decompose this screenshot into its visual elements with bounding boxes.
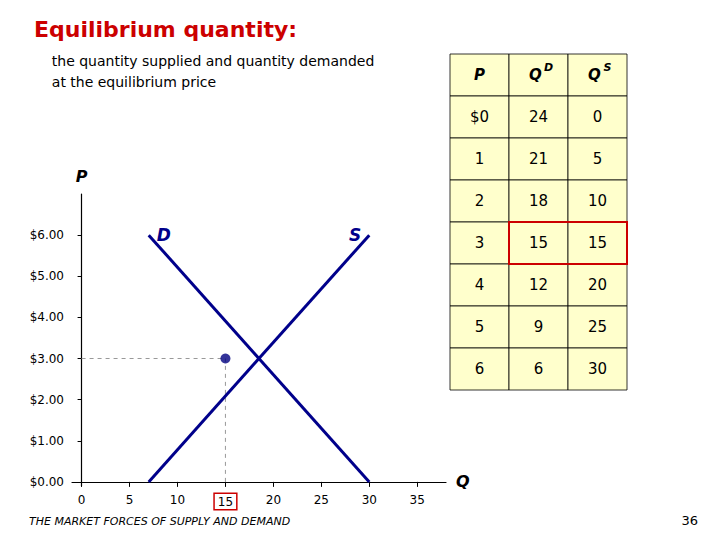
svg-text:6: 6 [534,360,544,378]
svg-text:25: 25 [314,493,329,507]
svg-text:Q: Q [456,472,470,491]
svg-text:$4.00: $4.00 [30,310,64,324]
svg-text:35: 35 [410,493,425,507]
svg-text:$0: $0 [470,108,489,126]
svg-text:25: 25 [588,318,607,336]
svg-text:10: 10 [588,192,607,210]
svg-text:24: 24 [529,108,548,126]
svg-text:at the equilibrium price: at the equilibrium price [34,74,216,90]
svg-text:D: D [157,225,171,245]
svg-text:3: 3 [475,234,485,252]
svg-text:9: 9 [534,318,544,336]
svg-text:2: 2 [475,192,485,210]
svg-text:D: D [544,61,553,74]
svg-text:$1.00: $1.00 [30,434,64,448]
svg-text:S: S [604,61,612,74]
svg-text:P: P [474,66,485,84]
svg-text:S: S [349,225,361,245]
svg-text:P: P [76,167,88,186]
svg-text:20: 20 [266,493,281,507]
svg-text:10: 10 [170,493,185,507]
svg-text:18: 18 [529,192,548,210]
svg-text:4: 4 [475,276,485,294]
svg-text:6: 6 [475,360,485,378]
svg-text:$5.00: $5.00 [30,269,64,283]
svg-text:20: 20 [588,276,607,294]
svg-text:Q: Q [529,66,542,84]
svg-text:15: 15 [218,495,233,509]
svg-text:Q: Q [588,66,601,84]
svg-text:0: 0 [78,493,86,507]
svg-text:5: 5 [593,150,603,168]
svg-text:36: 36 [681,513,698,528]
svg-text:30: 30 [362,493,377,507]
svg-text:15: 15 [588,234,607,252]
svg-text:$6.00: $6.00 [30,228,64,242]
svg-text:Equilibrium quantity:: Equilibrium quantity: [34,17,297,42]
svg-text:$2.00: $2.00 [30,393,64,407]
svg-text:THE MARKET FORCES OF SUPPLY AN: THE MARKET FORCES OF SUPPLY AND DEMAND [29,515,290,528]
svg-text:the quantity supplied and quan: the quantity supplied and quantity deman… [34,53,374,69]
svg-text:$3.00: $3.00 [30,352,64,366]
svg-text:15: 15 [529,234,548,252]
svg-text:0: 0 [593,108,603,126]
svg-text:21: 21 [529,150,548,168]
svg-text:12: 12 [529,276,548,294]
svg-text:1: 1 [475,150,485,168]
svg-text:30: 30 [588,360,607,378]
svg-text:$0.00: $0.00 [30,475,64,489]
svg-text:5: 5 [475,318,485,336]
svg-text:5: 5 [126,493,134,507]
